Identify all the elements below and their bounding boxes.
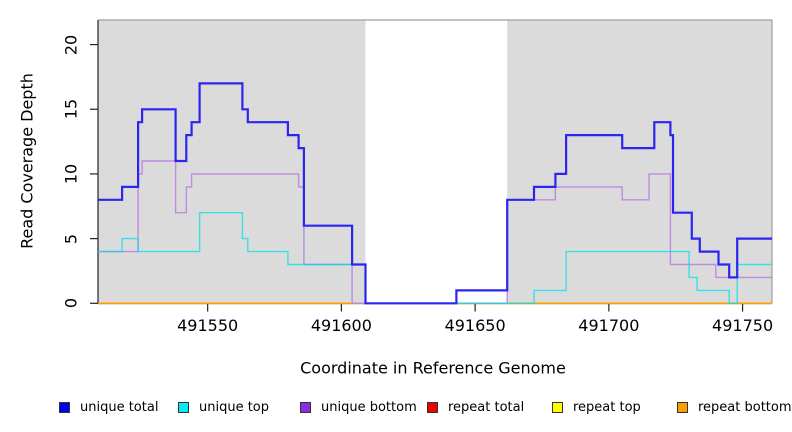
legend-item: repeat bottom	[677, 399, 792, 415]
y-tick-label: 0	[61, 298, 81, 309]
legend-swatch-icon	[677, 401, 688, 413]
y-tick-label: 5	[61, 233, 81, 244]
legend-item-label: repeat top	[573, 399, 641, 415]
x-axis-label: Coordinate in Reference Genome	[300, 358, 566, 378]
series-path-unique-total	[98, 82, 772, 305]
legend-item-label: unique top	[199, 399, 270, 415]
x-tick-label: 491700	[578, 316, 640, 335]
y-axis-label: Read Coverage Depth	[17, 73, 37, 249]
shaded-region	[507, 20, 772, 304]
x-tick-label: 491650	[444, 316, 506, 335]
x-tick-label: 491550	[177, 316, 239, 335]
legend: unique total unique top unique bottom repea…	[0, 399, 792, 421]
y-tick-label: 15	[61, 99, 81, 120]
plot-border	[98, 19, 773, 304]
legend-swatch-icon	[59, 401, 70, 413]
legend-item: unique bottom	[300, 399, 417, 415]
legend-item: repeat total	[427, 399, 524, 415]
legend-item: repeat top	[552, 399, 641, 415]
legend-item-label: repeat bottom	[698, 399, 792, 415]
legend-swatch-icon	[300, 401, 311, 413]
x-tick-label: 491750	[712, 316, 774, 335]
legend-item-label: unique total	[80, 399, 159, 415]
legend-item: unique top	[178, 399, 269, 415]
legend-swatch-icon	[552, 401, 563, 413]
y-tick-label: 20	[61, 34, 81, 55]
y-tick-label: 10	[61, 163, 81, 185]
legend-swatch-icon	[178, 401, 189, 413]
legend-item-label: unique bottom	[321, 399, 417, 415]
legend-item: unique total	[59, 399, 158, 415]
legend-swatch-icon	[427, 401, 438, 413]
legend-item-label: repeat total	[448, 399, 525, 415]
x-tick-label: 491600	[310, 316, 372, 335]
